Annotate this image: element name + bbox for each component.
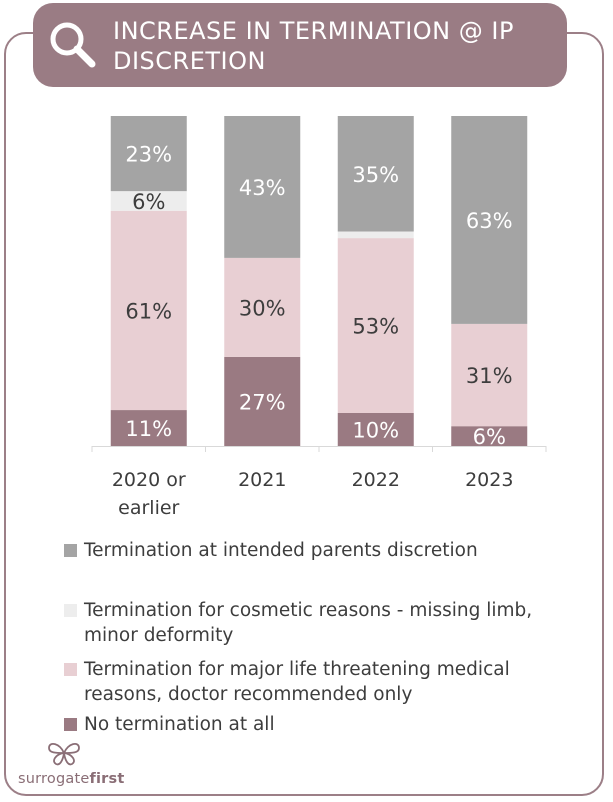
bar-stack-3: 10% 53% 35% bbox=[337, 116, 414, 446]
x-tick-label: 2023 bbox=[465, 469, 513, 491]
bar-segment-medical bbox=[224, 257, 301, 357]
data-label: 61% bbox=[125, 299, 172, 323]
bar-segment-cosmetic bbox=[110, 191, 187, 211]
data-label: 11% bbox=[125, 417, 172, 441]
legend-swatch bbox=[64, 544, 77, 557]
bar-stack-2: 27% 30% 43% bbox=[224, 116, 301, 446]
data-label: 6% bbox=[473, 425, 506, 449]
title-banner: INCREASE IN TERMINATION @ IP DISCRETION bbox=[33, 3, 567, 87]
data-label: 30% bbox=[239, 296, 286, 320]
data-label: 27% bbox=[239, 390, 286, 414]
data-label: 35% bbox=[352, 163, 399, 187]
bar-segment-no-termination bbox=[110, 410, 187, 446]
data-label: 6% bbox=[132, 190, 165, 214]
legend-swatch bbox=[64, 663, 77, 676]
data-label: 31% bbox=[466, 364, 513, 388]
data-label: 63% bbox=[466, 209, 513, 233]
data-label: 23% bbox=[125, 143, 172, 167]
bar-segment-no-termination bbox=[451, 426, 528, 446]
legend-swatch bbox=[64, 718, 77, 731]
surrogatefirst-logo: surrogatefirst bbox=[18, 740, 128, 796]
legend-swatch bbox=[64, 604, 77, 617]
stacked-bar-chart: 11% 61% 6% 23% 2020 or earlier 27% 30% 43% 2021 10… bbox=[91, 116, 547, 519]
x-tick-label: 2020 or bbox=[112, 469, 186, 491]
bar-segment-parents-discretion bbox=[110, 116, 187, 192]
logo-wordmark-regular: surrogate bbox=[18, 771, 90, 787]
x-tick-label: 2021 bbox=[238, 469, 286, 491]
magnifier-icon bbox=[50, 22, 96, 68]
bar-segment-parents-discretion bbox=[224, 116, 301, 258]
bar-segment-parents-discretion bbox=[451, 116, 528, 324]
bar-segment-medical bbox=[451, 323, 528, 427]
legend-label: Termination at intended parents discreti… bbox=[84, 540, 478, 561]
legend-label: Termination for cosmetic reasons - missi… bbox=[84, 600, 533, 646]
bar-segment-medical bbox=[110, 210, 187, 411]
bar-stack-4: 6% 31% 63% bbox=[451, 116, 528, 449]
bar-segment-medical bbox=[337, 238, 414, 413]
data-label: 10% bbox=[352, 419, 399, 443]
bar-segment-cosmetic bbox=[337, 231, 414, 239]
legend-label: Termination for major life threatening m… bbox=[84, 659, 510, 705]
bar-segment-no-termination bbox=[337, 413, 414, 446]
chart-title: INCREASE IN TERMINATION @ IP DISCRETION bbox=[113, 17, 514, 75]
butterfly-icon bbox=[48, 742, 80, 766]
x-tick-label: earlier bbox=[118, 497, 179, 519]
logo-wordmark-bold: first bbox=[89, 771, 125, 787]
data-label: 53% bbox=[352, 315, 399, 339]
logo-wordmark: surrogatefirst bbox=[18, 771, 124, 787]
bar-segment-parents-discretion bbox=[337, 116, 414, 232]
x-tick-label: 2022 bbox=[352, 469, 400, 491]
legend-label: No termination at all bbox=[84, 714, 275, 735]
bar-segment-no-termination bbox=[224, 356, 301, 446]
bar-stack-1: 11% 61% 6% 23% bbox=[110, 116, 187, 446]
data-label: 43% bbox=[239, 176, 286, 200]
